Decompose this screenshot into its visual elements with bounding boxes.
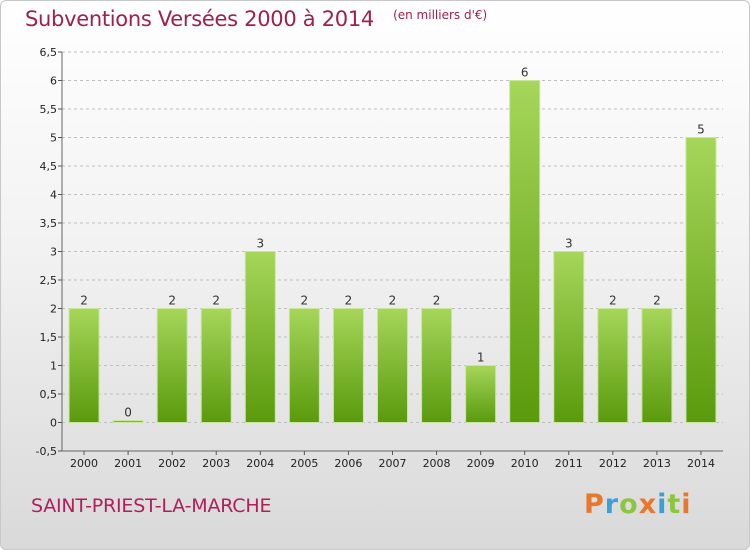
x-tick-label: 2002 <box>158 457 186 470</box>
bar-2008 <box>421 308 453 423</box>
value-label: 2 <box>609 294 617 308</box>
bar-2009 <box>465 365 497 423</box>
value-label: 2 <box>212 294 220 308</box>
bar-2000 <box>68 308 100 423</box>
x-tick-label: 2013 <box>643 457 671 470</box>
y-tick-label: 3 <box>50 246 57 259</box>
logo-letter: i <box>657 489 668 520</box>
labels: -0,5 0 0,5 1 1,5 2 2,5 3 3,5 4 4,5 5 5,5 6 6,5 2 2000 0 20… <box>36 46 715 470</box>
value-label: 3 <box>256 237 264 251</box>
bar-2002 <box>156 308 188 423</box>
x-tick-label: 2010 <box>511 457 539 470</box>
value-label: 2 <box>345 294 353 308</box>
logo-letter: P <box>584 489 605 520</box>
axes <box>58 51 723 455</box>
bars <box>68 80 717 423</box>
x-tick-label: 2007 <box>379 457 407 470</box>
y-tick-label: 2 <box>50 303 57 316</box>
x-tick-label: 2005 <box>290 457 318 470</box>
bar-2010 <box>509 80 541 423</box>
y-tick-label: 4,5 <box>40 160 58 173</box>
value-label: 5 <box>697 123 705 137</box>
y-tick-label: 6,5 <box>40 46 58 59</box>
y-tick-label: 1,5 <box>40 331 58 344</box>
y-tick-label: 5 <box>50 132 57 145</box>
y-tick-label: 0 <box>50 417 57 430</box>
value-label: 2 <box>168 294 176 308</box>
y-tick-label: 0,5 <box>40 388 58 401</box>
chart-title: Subventions Versées 2000 à 2014 <box>25 7 374 31</box>
x-tick-label: 2009 <box>467 457 495 470</box>
logo-letter: i <box>681 489 692 520</box>
value-label: 2 <box>301 294 309 308</box>
logo-letter: r <box>604 489 620 520</box>
bar-2004 <box>244 251 276 423</box>
bar-2011 <box>553 251 585 423</box>
chart-unit: (en milliers d'€) <box>393 8 488 22</box>
x-tick-label: 2001 <box>114 457 142 470</box>
value-label: 6 <box>521 66 529 80</box>
x-tick-label: 2012 <box>599 457 627 470</box>
place-name: SAINT-PRIEST-LA-MARCHE <box>31 495 272 517</box>
title-row: Subventions Versées 2000 à 2014 (en mill… <box>25 7 487 31</box>
bar-2007 <box>377 308 408 423</box>
bar-2006 <box>332 308 364 423</box>
x-tick-label: 2006 <box>334 457 362 470</box>
value-label: 0 <box>124 406 132 420</box>
y-tick-label: -0,5 <box>36 445 57 458</box>
y-tick-label: 2,5 <box>40 274 58 287</box>
x-tick-label: 2000 <box>70 457 98 470</box>
y-tick-label: 4 <box>50 189 57 202</box>
value-label: 2 <box>389 294 397 308</box>
value-label: 2 <box>433 294 441 308</box>
y-tick-label: 3,5 <box>40 217 58 230</box>
y-tick-label: 6 <box>50 75 57 88</box>
logo-letter: t <box>667 489 682 520</box>
bar-2001 <box>112 420 144 423</box>
y-tick-label: 5,5 <box>40 103 58 116</box>
value-label: 3 <box>565 237 573 251</box>
y-tick-label: 1 <box>50 360 57 373</box>
value-label: 2 <box>80 294 88 308</box>
logo-letter: o <box>619 489 639 520</box>
bar-2013 <box>641 308 673 423</box>
value-label: 2 <box>653 294 661 308</box>
proxiti-logo[interactable]: Proxiti <box>584 489 692 520</box>
x-tick-label: 2004 <box>246 457 274 470</box>
bar-2003 <box>200 308 232 423</box>
x-tick-label: 2008 <box>423 457 451 470</box>
bar-2012 <box>597 308 629 423</box>
x-tick-label: 2003 <box>202 457 230 470</box>
value-label: 1 <box>477 351 485 365</box>
x-tick-label: 2011 <box>555 457 583 470</box>
x-tick-label: 2014 <box>687 457 715 470</box>
bar-2005 <box>288 308 320 423</box>
logo-letter: x <box>638 489 658 520</box>
bar-2014 <box>685 137 717 423</box>
